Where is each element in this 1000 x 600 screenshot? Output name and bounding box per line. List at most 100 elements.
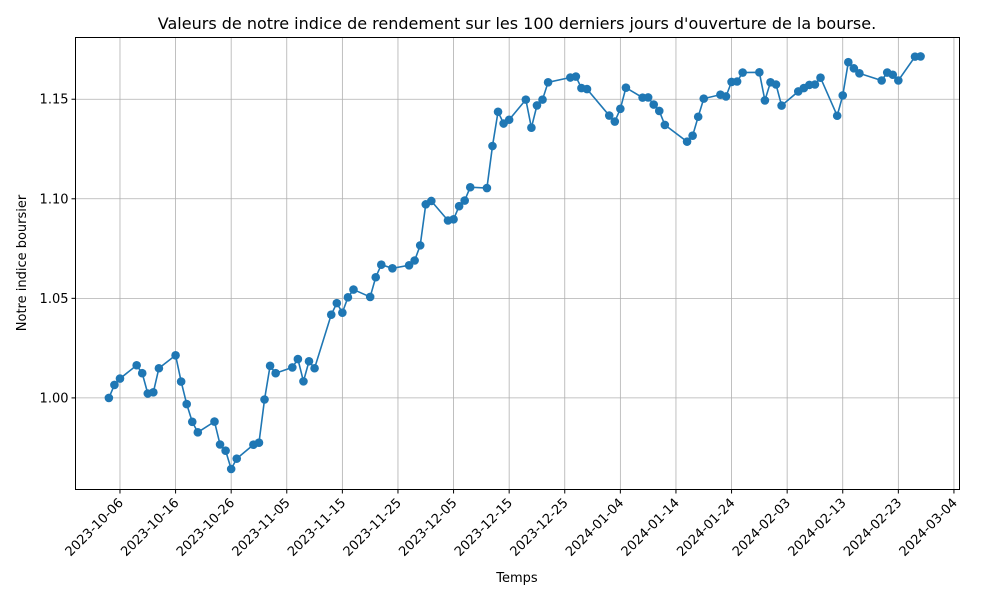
data-point bbox=[460, 196, 469, 205]
data-point bbox=[482, 183, 492, 193]
data-point bbox=[410, 256, 419, 265]
data-point bbox=[527, 123, 536, 132]
x-tick-label: 2024-03-04 bbox=[897, 496, 961, 560]
data-point bbox=[371, 272, 381, 282]
y-tick-label: 1.15 bbox=[40, 93, 69, 108]
data-point bbox=[538, 95, 547, 104]
data-point bbox=[232, 454, 242, 463]
data-point bbox=[649, 100, 659, 109]
data-point bbox=[365, 292, 375, 302]
data-point bbox=[894, 76, 903, 85]
x-tick-label: 2023-12-15 bbox=[452, 496, 516, 560]
data-point bbox=[171, 350, 180, 360]
x-tick-label: 2023-11-05 bbox=[230, 496, 294, 560]
data-point bbox=[849, 64, 859, 73]
data-point bbox=[454, 201, 464, 211]
data-point bbox=[777, 101, 786, 110]
data-point bbox=[855, 69, 864, 78]
data-point bbox=[699, 94, 709, 103]
x-tick-label: 2024-01-14 bbox=[619, 496, 683, 560]
data-point bbox=[504, 115, 514, 125]
y-tick-label: 1.00 bbox=[40, 391, 69, 406]
data-point bbox=[149, 388, 158, 397]
data-point bbox=[221, 446, 230, 455]
data-point bbox=[693, 112, 703, 122]
data-point bbox=[493, 107, 503, 117]
data-point bbox=[110, 380, 119, 390]
data-point bbox=[193, 428, 203, 437]
data-point bbox=[260, 395, 269, 404]
x-tick-label: 2023-10-16 bbox=[118, 496, 182, 560]
data-point bbox=[338, 308, 347, 317]
data-point bbox=[604, 111, 614, 120]
data-point bbox=[771, 80, 781, 89]
data-point bbox=[254, 438, 264, 448]
y-axis-title: Notre indice boursier bbox=[15, 194, 30, 331]
data-point bbox=[332, 298, 342, 308]
chart-title: Valeurs de notre indice de rendement sur… bbox=[158, 14, 876, 33]
x-axis: 2023-10-062023-10-162023-10-262023-11-05… bbox=[63, 489, 961, 560]
data-point bbox=[465, 182, 475, 192]
data-point bbox=[215, 440, 225, 449]
data-point bbox=[877, 76, 886, 85]
data-point bbox=[721, 92, 731, 101]
data-point bbox=[137, 368, 147, 378]
data-point bbox=[682, 137, 692, 146]
data-point bbox=[916, 52, 925, 61]
data-point bbox=[176, 377, 186, 386]
x-tick-label: 2024-02-23 bbox=[841, 496, 905, 560]
data-point bbox=[616, 104, 625, 114]
data-point bbox=[582, 84, 592, 94]
x-tick-label: 2023-12-25 bbox=[508, 496, 572, 560]
data-point bbox=[810, 80, 820, 89]
x-tick-label: 2024-01-04 bbox=[563, 496, 627, 560]
data-point bbox=[376, 260, 386, 269]
data-point bbox=[115, 374, 125, 383]
data-point bbox=[265, 361, 275, 371]
x-axis-title: Temps bbox=[495, 571, 538, 586]
data-point bbox=[838, 91, 848, 100]
data-point bbox=[343, 293, 353, 302]
x-tick-label: 2023-10-26 bbox=[174, 496, 238, 560]
x-tick-label: 2023-10-06 bbox=[63, 496, 127, 560]
data-point bbox=[688, 131, 697, 140]
data-point bbox=[154, 363, 164, 373]
data-point bbox=[271, 368, 280, 378]
y-tick-label: 1.05 bbox=[40, 292, 69, 307]
x-tick-label: 2024-01-24 bbox=[674, 496, 738, 560]
data-point bbox=[844, 57, 853, 67]
data-point bbox=[310, 363, 319, 373]
grid-lines bbox=[75, 37, 960, 490]
data-point bbox=[660, 120, 670, 130]
plot-frame bbox=[75, 37, 960, 490]
data-point bbox=[182, 399, 191, 409]
data-point bbox=[415, 241, 425, 250]
data-point bbox=[755, 68, 764, 77]
data-point bbox=[816, 73, 825, 83]
data-point bbox=[732, 77, 742, 86]
data-point bbox=[404, 260, 414, 270]
data-point bbox=[226, 464, 236, 474]
data-point bbox=[299, 377, 308, 386]
series-line bbox=[108, 55, 921, 472]
x-tick-label: 2024-02-03 bbox=[730, 496, 794, 560]
data-point bbox=[610, 117, 620, 126]
y-tick-label: 1.10 bbox=[40, 192, 69, 207]
data-point bbox=[532, 101, 542, 110]
data-point bbox=[210, 417, 219, 426]
data-point bbox=[738, 68, 747, 77]
data-point bbox=[326, 310, 336, 319]
data-point bbox=[187, 417, 197, 427]
data-point bbox=[521, 95, 531, 104]
x-tick-label: 2024-02-13 bbox=[786, 496, 850, 560]
data-point bbox=[571, 72, 581, 81]
data-point bbox=[643, 93, 653, 102]
data-point bbox=[449, 215, 458, 224]
x-tick-label: 2023-11-25 bbox=[341, 496, 405, 560]
data-points bbox=[104, 52, 925, 474]
data-point bbox=[304, 356, 314, 366]
data-point bbox=[888, 70, 898, 80]
data-point bbox=[654, 106, 664, 116]
data-point bbox=[760, 96, 770, 105]
